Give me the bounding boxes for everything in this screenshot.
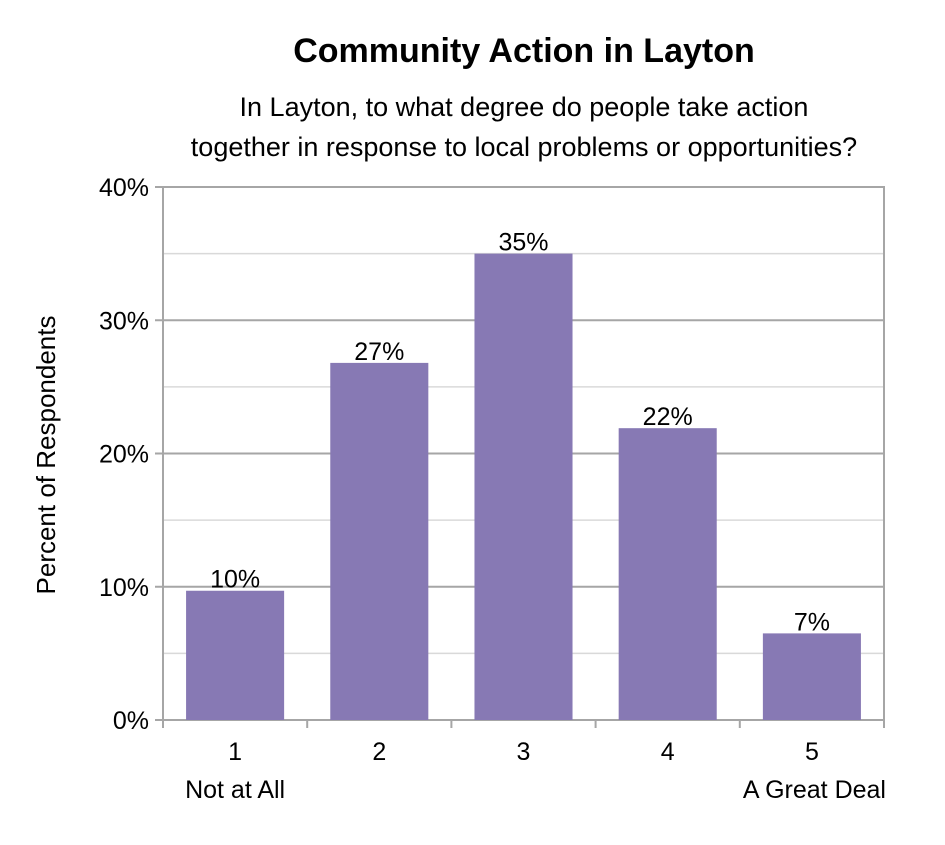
y-tick-label: 20%	[99, 441, 149, 469]
chart-title: Community Action in Layton	[293, 32, 755, 70]
x-tick-label: 4	[661, 738, 675, 766]
bar	[762, 633, 861, 720]
bar	[330, 362, 429, 720]
data-label: 10%	[210, 566, 260, 594]
data-label: 22%	[643, 403, 693, 431]
bar	[186, 590, 285, 720]
chart-subtitle-line-1: In Layton, to what degree do people take…	[240, 92, 809, 122]
bar	[618, 428, 717, 720]
y-tick-label: 10%	[99, 574, 149, 602]
y-tick-label: 0%	[113, 707, 149, 735]
x-tick-label: 2	[372, 738, 386, 766]
x-sublabel-first: Not at All	[185, 776, 285, 804]
y-axis-title: Percent of Respondents	[31, 316, 61, 595]
data-label: 7%	[794, 608, 830, 636]
y-tick-label: 40%	[99, 174, 149, 202]
data-label: 35%	[498, 229, 548, 257]
x-tick-label: 5	[805, 738, 819, 766]
bar-layer	[186, 253, 861, 720]
x-tick-label: 1	[228, 738, 242, 766]
bar	[474, 253, 573, 720]
data-label: 27%	[354, 338, 404, 366]
chart-subtitle-line-2: together in response to local problems o…	[191, 132, 857, 162]
y-tick-label: 30%	[99, 307, 149, 335]
x-tick-label: 3	[517, 738, 531, 766]
label-layer: 0% 10% 20% 30% 40% 10% 1 27% 2 35% 3 22% 4 7% 5 Not at …	[99, 174, 886, 804]
x-sublabel-last: A Great Deal	[743, 776, 886, 804]
